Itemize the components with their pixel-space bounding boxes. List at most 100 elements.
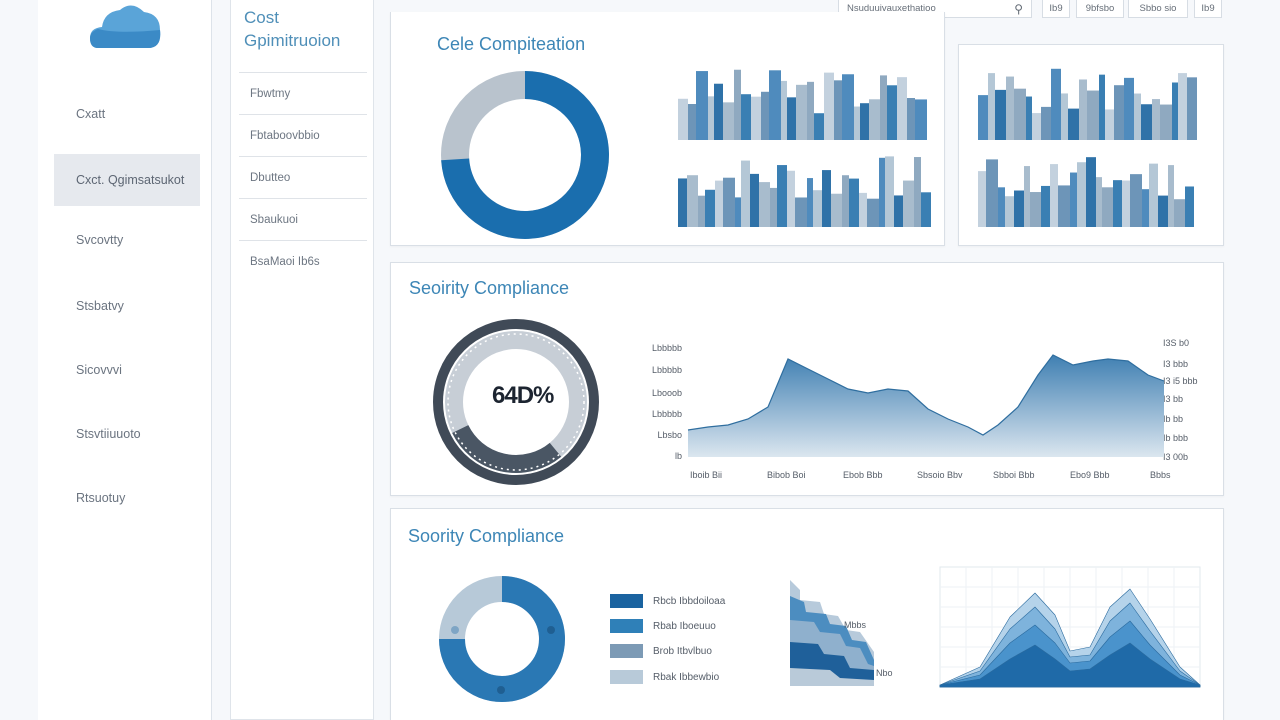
subnav-title: Cost Gpimitruoion [244, 6, 340, 52]
bar [1141, 104, 1152, 140]
bar [1032, 113, 1041, 140]
bar [770, 187, 777, 227]
bar [741, 160, 750, 227]
sidebar-item-label: Stsbatvy [76, 299, 124, 313]
bar [921, 192, 931, 227]
bar [1142, 189, 1149, 227]
subnav-item-1[interactable]: Fbwtmy [239, 72, 367, 114]
bar [867, 198, 879, 227]
toolbar-button-1[interactable]: Ib9 [1042, 0, 1070, 18]
subnav-title-line1: Cost [244, 8, 279, 27]
bar [787, 170, 795, 227]
subnav-item-label: BsaMaoi Ib6s [250, 255, 320, 268]
bar [705, 189, 715, 227]
sidebar-item-4[interactable]: Stsbatvy [54, 280, 200, 332]
bar [723, 102, 734, 140]
bar [978, 171, 986, 227]
bar [1014, 88, 1026, 140]
sub-navigation: Cost Gpimitruoion Fbwtmy Fbtaboovbbio Dbut… [230, 0, 374, 720]
sidebar-item-5[interactable]: Sicovvvi [54, 344, 200, 396]
legend-swatch [610, 670, 643, 684]
bar [751, 96, 761, 140]
bar [822, 170, 831, 227]
y-axis-right-tick: Ib bbb [1163, 433, 1189, 443]
y-axis-left-tick: Lbbbbb [651, 409, 682, 419]
bar [1134, 93, 1141, 140]
subnav-item-label: Dbutteo [250, 171, 291, 184]
bar-chart-bottom-left [678, 156, 931, 227]
subnav-item-4[interactable]: Sbaukuoi [239, 198, 367, 240]
security-area-chart [687, 354, 1165, 457]
bar [1050, 164, 1058, 227]
bar [1077, 162, 1086, 227]
bar [734, 69, 741, 140]
y-axis-right-tick: I3 i5 bbb [1163, 376, 1198, 386]
bar [1149, 163, 1158, 227]
bar [897, 77, 907, 140]
bar [1041, 106, 1051, 140]
x-axis-tick: Bbbs [1150, 470, 1171, 480]
x-axis-tick: Sbsoio Bbv [917, 470, 963, 480]
compliance-gauge-chart [433, 319, 599, 485]
bar [1130, 174, 1142, 227]
gauge-value-arc [452, 424, 562, 473]
subnav-item-3[interactable]: Dbutteo [239, 156, 367, 198]
x-axis-tick: Bibob Boi [767, 470, 806, 480]
donut3-dot [497, 686, 505, 694]
bar [1024, 166, 1030, 227]
legend-swatch [610, 644, 643, 658]
toolbar-button-4-label: Ib9 [1201, 3, 1215, 14]
y-axis-left-tick: Lbooob [651, 388, 682, 398]
sidebar: Cxatt Cxct. Qgimsatsukot Svcovtty Stsbatvy S… [38, 0, 212, 720]
bar [978, 95, 988, 140]
bar [715, 180, 723, 227]
bar [708, 96, 714, 140]
sidebar-item-1[interactable]: Cxatt [54, 88, 200, 140]
bar [869, 99, 880, 140]
bar [894, 195, 903, 227]
bar [1174, 199, 1185, 227]
toolbar-button-4[interactable]: Ib9 [1194, 0, 1222, 18]
legend-item: Rbak Ibbewbio [610, 669, 719, 685]
bar [714, 83, 723, 140]
sidebar-item-label: Svcovtty [76, 233, 124, 247]
y-axis-left-tick: lb [674, 451, 682, 461]
bar [1102, 187, 1113, 227]
legend-item: Brob Itbvlbuo [610, 643, 712, 659]
bar [914, 157, 921, 227]
bar [1068, 108, 1079, 140]
bar [787, 97, 796, 140]
bar [769, 70, 781, 140]
legend-swatch [610, 619, 643, 633]
bar [759, 182, 770, 227]
legend-label: Rbak Ibbewbio [653, 671, 720, 683]
subnav-item-2[interactable]: Fbtaboovbbio [239, 114, 367, 156]
y-axis-left-tick: Lbbbbb [651, 365, 682, 375]
bar-chart-top-right [978, 68, 1197, 140]
sidebar-item-3[interactable]: Svcovtty [54, 214, 200, 266]
bar [860, 103, 869, 140]
toolbar-button-2[interactable]: 9bfsbo [1076, 0, 1124, 18]
legend-swatch [610, 594, 643, 608]
bar [795, 197, 807, 227]
sidebar-item-label: Stsvtiiuuoto [76, 427, 141, 441]
toolbar-button-3-label: Sbbo sio [1139, 3, 1177, 14]
bar [1026, 96, 1032, 140]
toolbar-button-2-label: 9bfsbo [1085, 3, 1115, 14]
sidebar-item-2[interactable]: Cxct. Qgimsatsukot [54, 154, 200, 206]
layered-wave-chart [939, 566, 1201, 688]
donut3-dot [451, 626, 459, 634]
toolbar-button-3[interactable]: Sbbo sio [1128, 0, 1188, 18]
sidebar-item-label: Rtsuotuy [76, 491, 126, 505]
subnav-item-5[interactable]: BsaMaoi Ib6s [239, 240, 367, 282]
panel-soority-title: Soority Compliance [408, 526, 565, 546]
bar [1041, 185, 1050, 227]
gauge-dash-ring [447, 333, 585, 471]
panel-completion-title: Cele Compiteation [437, 34, 586, 54]
sidebar-item-7[interactable]: Rtsuotuy [54, 472, 200, 524]
search-icon[interactable]: ⚲ [1014, 1, 1023, 16]
stacked-step-chart [790, 580, 874, 686]
sidebar-item-6[interactable]: Stsvtiiuuoto [54, 408, 200, 460]
bar [915, 99, 927, 140]
